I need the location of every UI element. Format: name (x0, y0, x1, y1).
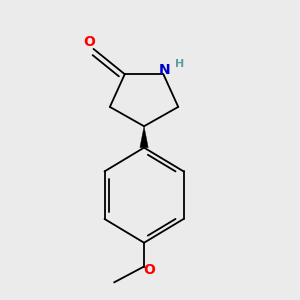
Text: N: N (159, 63, 171, 77)
Text: O: O (143, 263, 155, 277)
Text: O: O (83, 35, 95, 50)
Text: H: H (175, 59, 184, 69)
Polygon shape (140, 126, 148, 148)
